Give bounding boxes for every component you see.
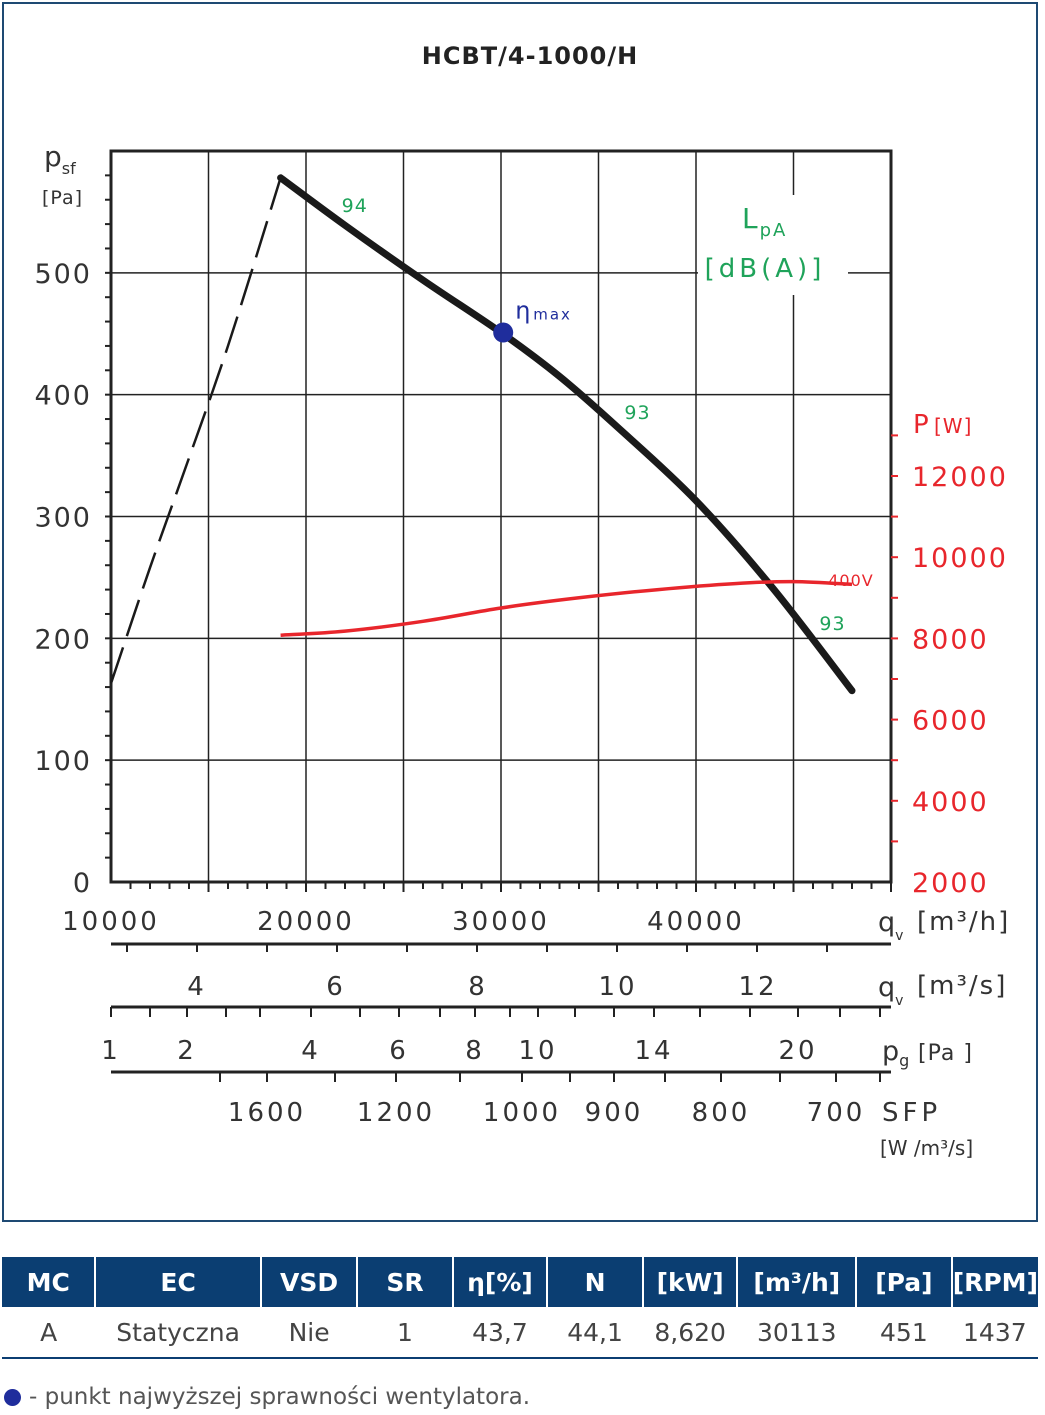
col-mc: MC [2, 1257, 97, 1307]
x-tick-label: 10000 [62, 907, 160, 937]
p-tick-label: 2000 [912, 868, 989, 899]
lpa-legend-bg [698, 195, 848, 295]
col-vsd: VSD [260, 1257, 359, 1307]
sfp-tick-label: 700 [807, 1098, 866, 1128]
cell-eta: 43,7 [452, 1307, 548, 1359]
sfp-axis-label: SFP [882, 1098, 941, 1128]
cell-kw: 8,620 [642, 1307, 738, 1359]
y-axis-unit: [Pa] [42, 187, 83, 209]
cell-mc: A [2, 1307, 96, 1359]
voltage-label: 400V [828, 571, 873, 590]
x-tick-label: 40000 [647, 907, 745, 937]
pressure-stall-curve [109, 177, 282, 684]
qvs-tick-label: 4 [187, 972, 207, 1002]
pg-tick-label: 14 [634, 1036, 673, 1066]
p-axis-unit: [W] [934, 414, 972, 438]
y-tick-label: 0 [73, 868, 92, 899]
footnote: - punkt najwyższej sprawności wentylator… [4, 1384, 530, 1410]
pg-tick-label: 4 [301, 1036, 321, 1066]
pg-tick-label: 6 [389, 1036, 409, 1066]
footnote-text: - punkt najwyższej sprawności wentylator… [29, 1384, 531, 1410]
pg-axis-unit: [Pa ] [918, 1041, 973, 1066]
fan-performance-chart: HCBT/4-1000/H 94 93 93 LpA [dB(A)] 400V η max 0 1… [34, 42, 1010, 1160]
col-ec: EC [95, 1257, 262, 1307]
col-m3h: [m³/h] [737, 1257, 858, 1307]
sfp-tick-label: 900 [585, 1098, 644, 1128]
eta-max-label: η [515, 297, 530, 325]
y-tick-label: 200 [34, 624, 92, 655]
p-tick-label: 6000 [912, 706, 989, 737]
col-pa: [Pa] [856, 1257, 953, 1307]
x-tick-label: 30000 [452, 907, 550, 937]
col-n: N [547, 1257, 644, 1307]
y-tick-label: 300 [34, 503, 92, 534]
qvs-tick-label: 6 [326, 972, 346, 1002]
pg-tick-label: 20 [778, 1036, 817, 1066]
y-axis-label: psf [44, 140, 76, 178]
chart-frame [2, 2, 1038, 1222]
sfp-tick-label: 800 [692, 1098, 751, 1128]
lpa-label: LpA [742, 202, 787, 241]
cell-n: 44,1 [547, 1307, 643, 1359]
chart-title: HCBT/4-1000/H [422, 42, 638, 70]
qvs-tick-label: 12 [738, 972, 777, 1002]
cell-ec: Statyczna [95, 1307, 261, 1359]
cell-rpm: 1437 [951, 1307, 1038, 1359]
col-eta: η[%] [452, 1257, 549, 1307]
p-tick-label: 8000 [912, 624, 989, 655]
lpa-unit: [dB(A)] [705, 254, 826, 284]
qvs-tick-label: 8 [468, 972, 488, 1002]
x-tick-label: 20000 [257, 907, 355, 937]
pg-axis-label: pg [882, 1036, 909, 1070]
qvs-axis-unit: [m³/s] [917, 971, 1007, 1001]
table-row: A Statyczna Nie 1 43,7 44,1 8,620 30113 … [2, 1307, 1038, 1359]
qvs-tick-label: 10 [598, 972, 637, 1002]
qvs-axis-label: qv [878, 972, 903, 1009]
pg-tick-label: 2 [177, 1036, 197, 1066]
col-sr: SR [357, 1257, 454, 1307]
cell-pa: 451 [856, 1307, 952, 1359]
p-axis-label: P [913, 410, 930, 440]
noise-level-label: 93 [819, 613, 845, 635]
cell-vsd: Nie [260, 1307, 358, 1359]
noise-level-label: 94 [342, 195, 368, 217]
sfp-tick-label: 1000 [483, 1098, 561, 1128]
p-tick-label: 4000 [912, 787, 989, 818]
noise-level-label: 93 [624, 402, 650, 424]
sfp-tick-label: 1600 [228, 1098, 306, 1128]
sfp-axis-unit: [W /m³/s] [880, 1136, 973, 1160]
spec-table-header-row: MC EC VSD SR η[%] N [kW] [m³/h] [Pa] [RP… [2, 1257, 1038, 1307]
eta-max-point [493, 322, 514, 343]
y-tick-label: 400 [34, 381, 92, 412]
col-rpm: [RPM] [951, 1257, 1038, 1307]
cell-sr: 1 [357, 1307, 453, 1359]
x-axis-label: qv [878, 907, 903, 944]
y-tick-label: 500 [34, 259, 92, 290]
eta-max-sub: max [533, 306, 572, 324]
y-tick-label: 100 [34, 746, 92, 777]
col-kw: [kW] [642, 1257, 739, 1307]
p-tick-label: 12000 [912, 462, 1008, 493]
x-axis-unit: [m³/h] [917, 907, 1010, 937]
pg-tick-label: 10 [518, 1036, 557, 1066]
pressure-curve [277, 174, 856, 695]
power-curve [280, 579, 853, 637]
cell-m3h: 30113 [737, 1307, 857, 1359]
pg-tick-label: 1 [101, 1036, 121, 1066]
fan-spec-table: MC EC VSD SR η[%] N [kW] [m³/h] [Pa] [RP… [2, 1257, 1038, 1359]
pg-tick-label: 8 [465, 1036, 485, 1066]
p-tick-label: 10000 [912, 543, 1008, 574]
sfp-tick-label: 1200 [357, 1098, 435, 1128]
efficiency-point-icon [4, 1389, 21, 1406]
